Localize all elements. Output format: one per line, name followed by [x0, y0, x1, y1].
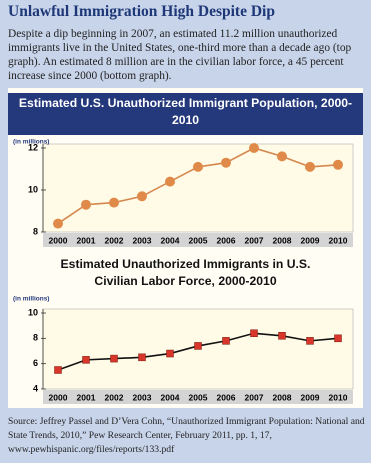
marker: [277, 151, 287, 162]
x-tick-label: 2006: [217, 235, 236, 245]
marker: [249, 143, 259, 153]
x-tick-label: 2000: [49, 235, 68, 245]
chart: (in millions) 8 10 12 2000 2001 2002 2003 2004 20…: [13, 139, 354, 247]
marker: [81, 199, 91, 210]
marker: [53, 218, 63, 229]
marker: [305, 161, 315, 172]
marker: [194, 342, 202, 350]
y-tick-label: 10: [28, 184, 38, 194]
x-tick-label: 2008: [273, 392, 292, 402]
x-tick-label: 2004: [161, 235, 180, 245]
x-tick-label: 2003: [133, 392, 152, 402]
marker: [82, 356, 90, 364]
chart-title: Estimated U.S. Unauthorized Immigrant Po…: [8, 93, 363, 135]
marker: [138, 353, 146, 362]
x-tick-label: 2001: [77, 392, 96, 402]
marker: [278, 332, 286, 340]
chart-title: Estimated Unauthorized Immigrants in U.S…: [60, 257, 311, 288]
x-tick-label: 2009: [301, 235, 320, 245]
x-tick-label: 2010: [329, 235, 348, 245]
y-axis-label: (in millions): [13, 139, 49, 146]
y-tick-label: 10: [28, 307, 38, 317]
x-tick-label: 2003: [133, 235, 152, 245]
marker: [137, 191, 147, 202]
marker: [222, 337, 230, 345]
x-tick-label: 2000: [49, 392, 68, 402]
y-tick-label: 8: [33, 226, 38, 236]
x-tick-label: 2005: [189, 235, 208, 245]
marker: [221, 157, 231, 168]
marker: [333, 159, 343, 170]
y-tick-label: 4: [33, 383, 38, 393]
x-tick-label: 2009: [301, 392, 320, 402]
x-tick-label: 2008: [273, 235, 292, 245]
marker: [166, 349, 174, 358]
title: Unlawful Immigration High Despite Dip: [8, 3, 275, 20]
marker: [306, 337, 314, 345]
intro-text: Despite a dip beginning in 2007, an esti…: [8, 28, 352, 82]
y-tick-label: 8: [33, 333, 38, 343]
marker: [110, 354, 118, 363]
x-tick-label: 2006: [217, 392, 236, 402]
plot-area: [42, 143, 354, 233]
x-tick-label: 2010: [329, 392, 348, 402]
marker: [334, 334, 342, 343]
x-axis-band: [43, 233, 353, 247]
marker: [193, 161, 203, 172]
marker: [250, 329, 258, 338]
y-axis-label: (in millions): [13, 296, 49, 303]
marker: [165, 176, 175, 187]
source: Source: Jeffrey Passel and D’Vera Cohn, …: [8, 416, 365, 455]
x-tick-label: 2005: [189, 392, 208, 402]
y-tick-label: 12: [28, 142, 38, 152]
y-tick-label: 6: [33, 358, 38, 368]
x-tick-label: 2004: [161, 392, 180, 402]
marker: [109, 197, 119, 208]
x-tick-label: 2007: [245, 235, 264, 245]
x-axis-band: [43, 390, 353, 404]
x-tick-label: 2002: [105, 235, 124, 245]
x-tick-label: 2001: [77, 235, 96, 245]
marker: [54, 366, 62, 374]
x-tick-label: 2002: [105, 392, 124, 402]
x-tick-label: 2007: [245, 392, 264, 402]
chart: (in millions) 4 6 8 10 2000 2001 2002 2003 2004 20…: [13, 296, 354, 404]
